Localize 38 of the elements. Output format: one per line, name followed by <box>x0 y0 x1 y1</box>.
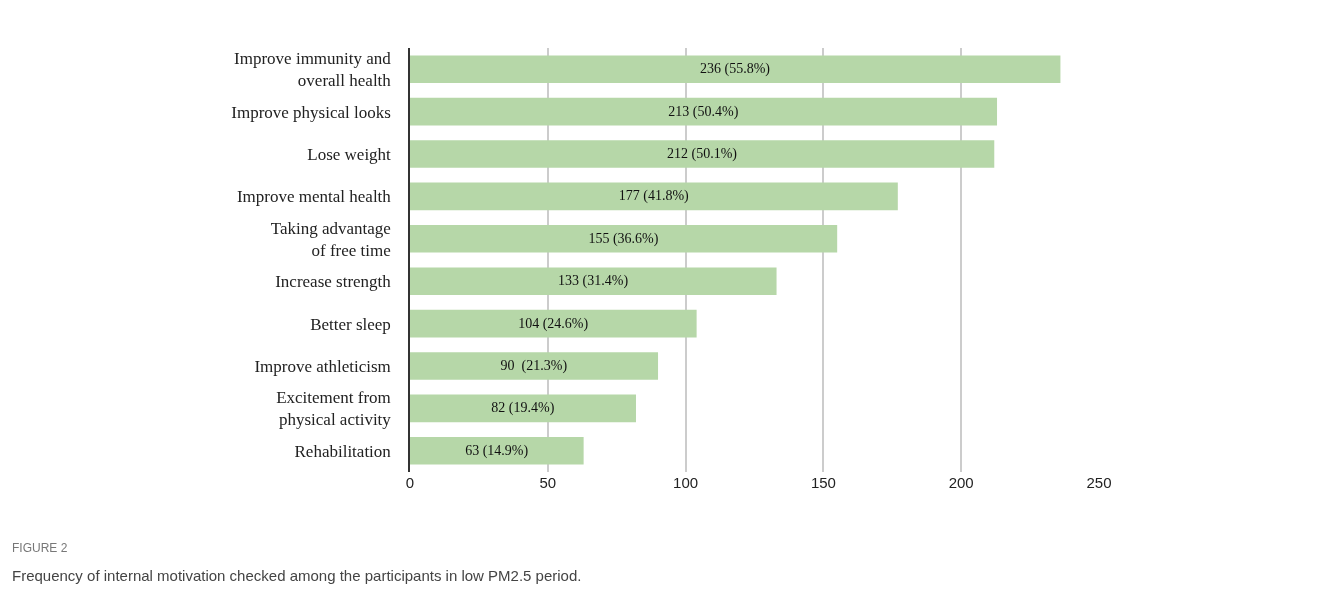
x-tick-label: 50 <box>539 474 557 491</box>
data-label: 90 (21.3%) <box>500 358 568 374</box>
text: Frequency of internal motivation checked among the participants in low PM2.5 period. <box>12 567 582 584</box>
data-label: 63 (14.9%) <box>465 442 529 459</box>
data-label: 133 (31.4%) <box>558 273 629 290</box>
y-tick-label: Improve athleticism <box>254 356 391 376</box>
data-label: 236 (55.8%) <box>700 61 771 78</box>
bar <box>410 97 998 126</box>
data-label: 212 (50.1%) <box>666 146 738 162</box>
bar <box>410 394 636 423</box>
y-tick-label: Rehabilitation <box>294 441 392 461</box>
bar <box>410 267 777 295</box>
x-tick-label: 100 <box>673 474 699 491</box>
data-label: 104 (24.6%) <box>518 315 589 332</box>
caption: FIGURE 2 <box>12 541 68 555</box>
y-tick-label: Taking advantage of free time <box>270 218 391 260</box>
y-tick-label: Increase strength <box>275 272 392 292</box>
bar <box>410 55 1061 83</box>
data-label: 177 (41.8%) <box>618 188 690 205</box>
y-tick-label: Improve mental health <box>236 187 392 207</box>
x-tick-label: 0 <box>405 474 415 491</box>
data-label: 82 (19.4%) <box>491 400 555 417</box>
y-tick-label: Improve physical looks <box>231 102 391 122</box>
data-label: 213 (50.4%) <box>668 103 739 120</box>
x-tick-label: 250 <box>1086 474 1112 491</box>
x-tick-label: 150 <box>810 474 836 491</box>
bar <box>410 309 697 338</box>
bar <box>410 437 584 465</box>
bar <box>410 182 898 211</box>
bar <box>410 140 995 168</box>
y-tick-label: Better sleep <box>310 314 391 334</box>
y-tick-label: Lose weight <box>307 144 392 164</box>
x-tick-label: 200 <box>948 474 974 491</box>
bar <box>410 352 659 380</box>
bar <box>410 225 838 253</box>
data-label: 155 (36.6%) <box>588 230 659 247</box>
y-tick-label: Excitement from physical activity <box>276 388 392 430</box>
y-tick-label: Improve immunity and overall health <box>234 49 392 91</box>
